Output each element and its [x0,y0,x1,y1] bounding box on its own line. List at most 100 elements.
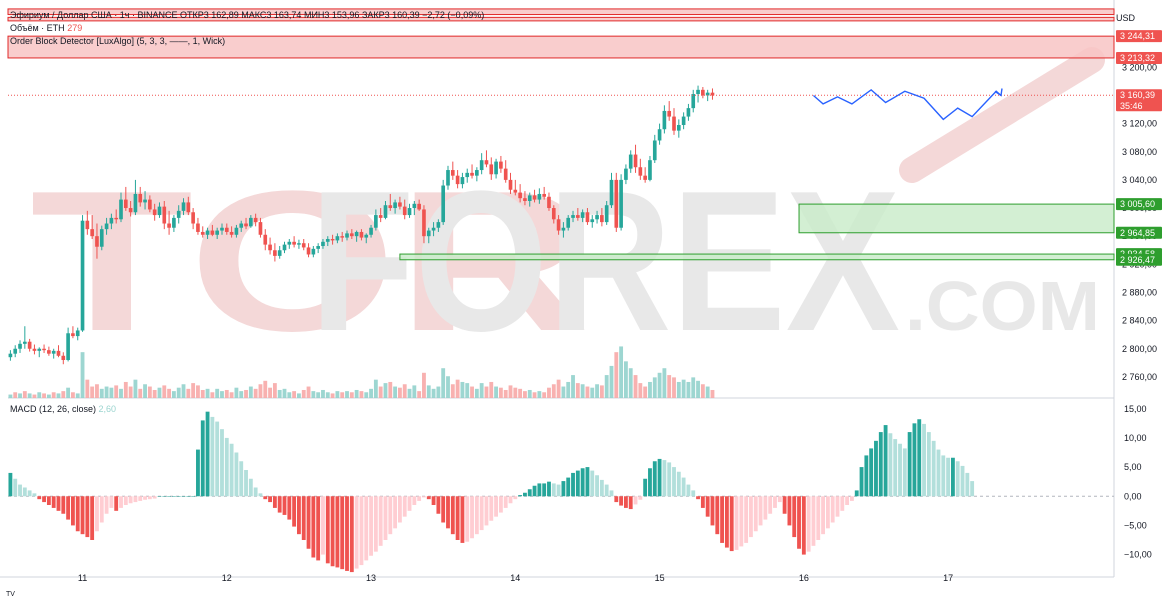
volume-bar [498,387,503,398]
candle-body [696,89,700,95]
macd-bar [657,458,662,497]
candle-body [181,202,186,211]
volume-bar [609,365,614,398]
macd-bar [109,496,114,508]
price-tag [1116,226,1162,239]
macd-bar [297,496,301,535]
macd-bar [248,478,253,497]
volume-bar [393,386,398,398]
tradingview-logo[interactable]: TV [6,591,15,598]
candle-body [604,205,609,223]
macd-bar [941,455,946,497]
candle-body [128,208,133,213]
volume-bar [364,392,369,398]
candle-body [215,230,220,235]
volume-bar [200,389,205,398]
candle-body [686,108,691,117]
macd-bar [835,496,840,517]
macd-bar [90,496,95,540]
volume-bar [542,392,547,398]
candle-body [643,175,647,180]
currency-label[interactable]: USD [1116,13,1136,23]
volume-bar [157,387,162,398]
volume-bar [263,380,268,398]
macd-bar [551,483,556,497]
volume-bar [99,388,104,398]
volume-bar [90,386,95,398]
candle-body [561,227,566,231]
candle-body [667,110,672,117]
ohlc-legend: Эфириум / Доллар США · 1ч · BINANCE ОТКР… [10,10,485,20]
candle-body [109,217,114,224]
macd-bar [229,443,234,497]
price-tag-text: 2 964,85 [1120,228,1155,238]
price-tag [1116,198,1162,211]
candle-body [321,241,325,247]
macd-bar [37,496,42,500]
macd-bar [85,496,90,538]
macd-bar [210,416,215,497]
volume-bar [652,377,657,398]
macd-bar [66,496,71,520]
candle-body [595,215,599,220]
macd-bar [224,437,229,497]
volume-legend-label: Объём · ETH [10,23,65,33]
price-tag-text: 3 160,39 [1120,90,1155,100]
macd-bar [402,496,407,517]
macd-bar [542,483,547,497]
candle-body [152,209,157,216]
macd-bar [614,496,619,503]
indicator-legend: Order Block Detector [LuxAlgo] (5, 3, 3,… [10,36,226,46]
volume-bar [585,386,590,398]
price-tick-label: 2 760,00 [1122,372,1157,382]
macd-bar [8,472,13,497]
volume-bar [220,391,224,398]
macd-bar [724,496,729,548]
candle-body [311,248,316,255]
candle-body [85,220,90,230]
candles [8,85,1114,365]
macd-bar [119,496,123,508]
volume-bar [566,381,571,398]
price-tag-countdown: 35:46 [1120,101,1143,111]
macd-bar [373,496,378,552]
volume-bar [369,388,373,398]
volume-bar [590,387,595,398]
bearish-order-block [7,16,1115,22]
macd-bar [349,496,354,573]
volume-bar [325,392,330,398]
price-tick-label: 2 880,00 [1122,287,1157,297]
candle-body [27,341,32,349]
volume-bar [388,381,393,398]
candle-body [196,223,200,232]
volume-bar [18,393,22,398]
volume-bar [210,392,215,398]
macd-bar [147,496,152,500]
volume-bar [229,392,234,398]
candle-body [374,215,378,228]
volume-bar [422,372,426,398]
candle-body [426,230,431,237]
candle-body [499,161,503,169]
macd-bar [200,420,205,497]
candle-body [431,227,436,231]
macd-bar [446,496,450,529]
macd-bar [830,496,835,523]
macd-bar [61,496,66,514]
macd-bar [508,496,513,504]
volume-bar [61,391,66,398]
macd-bar [412,496,417,505]
volume-bar [700,384,705,398]
macd-bar [739,496,744,547]
candle-body [383,205,388,218]
candle-body [523,198,527,201]
volume-bar [648,381,652,398]
watermark-domain: .COM [905,267,1100,345]
volume-bar [272,383,277,398]
volume-bar [239,391,244,398]
candle-body [224,227,229,232]
volume-bar [176,387,181,398]
macd-bar [840,496,845,511]
macd-histogram [8,411,975,573]
macd-bar [354,496,359,569]
